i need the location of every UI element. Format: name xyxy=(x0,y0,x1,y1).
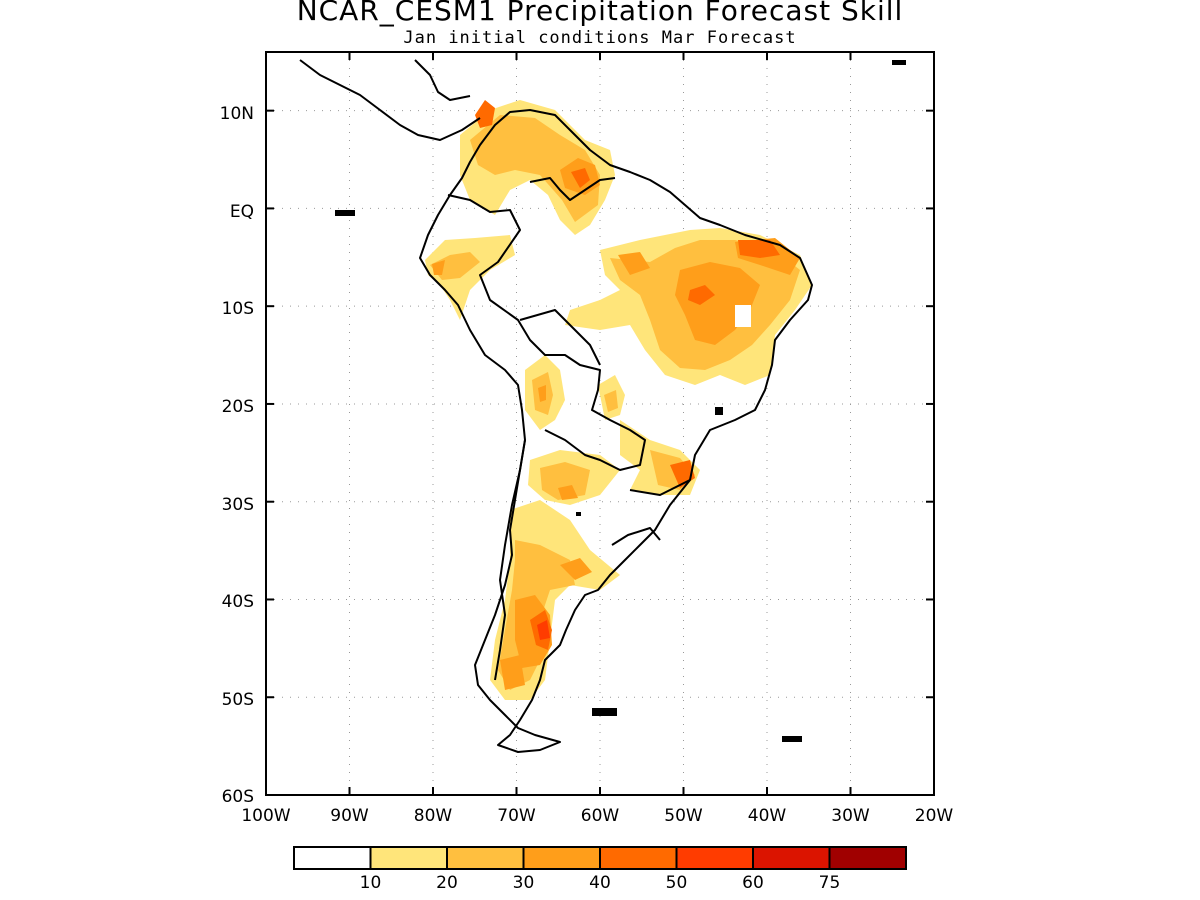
lon-label: 20W xyxy=(915,806,954,826)
colorbar-swatch xyxy=(676,847,753,869)
colorbar-swatch xyxy=(600,847,677,869)
map-title: NCAR_CESM1 Precipitation Forecast Skill xyxy=(296,0,904,27)
colorbar-swatch xyxy=(523,847,600,869)
lon-label: 40W xyxy=(748,806,787,826)
lat-label: 10N xyxy=(220,104,254,124)
lat-label: 20S xyxy=(222,397,254,417)
lat-label: 60S xyxy=(222,787,254,807)
skill-shading xyxy=(425,100,812,700)
colorbar-swatch xyxy=(294,847,371,869)
latitude-labels: 10N EQ 10S 20S 30S 40S 50S 60S xyxy=(220,104,254,807)
map-subtitle: Jan initial conditions Mar Forecast xyxy=(403,28,797,48)
colorbar-label: 10 xyxy=(360,873,382,893)
lat-label: EQ xyxy=(230,202,254,222)
axis-ticks xyxy=(265,52,935,796)
colorbar: 10 20 30 40 50 60 75 xyxy=(293,846,907,893)
lon-label: 70W xyxy=(497,806,536,826)
colorbar-swatch xyxy=(753,847,830,869)
lon-label: 100W xyxy=(241,806,290,826)
islands xyxy=(335,60,906,742)
colorbar-label: 60 xyxy=(742,873,764,893)
lon-label: 50W xyxy=(664,806,703,826)
colorbar-label: 75 xyxy=(819,873,841,893)
colorbar-swatch xyxy=(447,847,524,869)
colorbar-label: 50 xyxy=(666,873,688,893)
lat-label: 40S xyxy=(222,592,254,612)
colorbar-label: 40 xyxy=(589,873,611,893)
coastlines-and-borders xyxy=(299,59,813,753)
lon-label: 90W xyxy=(330,806,369,826)
colorbar-swatch xyxy=(829,847,906,869)
lon-label: 80W xyxy=(414,806,453,826)
lat-label: 30S xyxy=(222,495,254,515)
lon-label: 60W xyxy=(581,806,620,826)
lon-label: 30W xyxy=(831,806,870,826)
lat-label: 50S xyxy=(222,690,254,710)
colorbar-label: 20 xyxy=(436,873,458,893)
colorbar-label: 30 xyxy=(513,873,535,893)
lat-label: 10S xyxy=(222,299,254,319)
longitude-labels: 100W 90W 80W 70W 60W 50W 40W 30W 20W xyxy=(241,806,953,826)
colorbar-swatch xyxy=(370,847,447,869)
